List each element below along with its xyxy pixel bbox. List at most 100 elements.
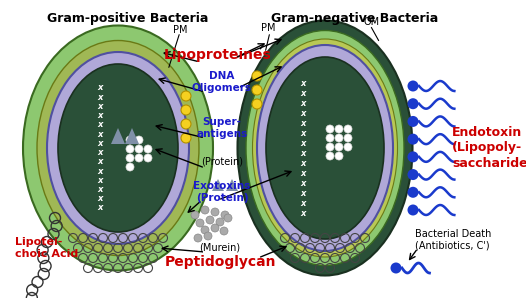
- Text: PM: PM: [173, 25, 187, 35]
- Circle shape: [181, 119, 191, 129]
- Text: x: x: [97, 157, 103, 166]
- Circle shape: [408, 204, 419, 215]
- Text: x: x: [97, 194, 103, 203]
- Text: Lipotei-
choic Acid: Lipotei- choic Acid: [15, 237, 78, 259]
- Ellipse shape: [246, 30, 404, 266]
- Text: x: x: [97, 167, 103, 176]
- Circle shape: [326, 125, 334, 133]
- Text: x: x: [300, 89, 306, 97]
- Text: Lipoproteines: Lipoproteines: [164, 48, 272, 62]
- Text: x: x: [97, 120, 103, 129]
- Circle shape: [408, 98, 419, 109]
- Ellipse shape: [37, 41, 199, 255]
- Circle shape: [211, 224, 219, 232]
- Text: x: x: [97, 148, 103, 157]
- Polygon shape: [212, 179, 224, 191]
- Text: x: x: [300, 108, 306, 117]
- Text: x: x: [97, 176, 103, 185]
- Text: x: x: [300, 99, 306, 108]
- Text: x: x: [97, 204, 103, 212]
- Text: DNA
Oligomers: DNA Oligomers: [192, 71, 252, 93]
- Circle shape: [344, 143, 352, 151]
- Text: x: x: [97, 139, 103, 148]
- Circle shape: [201, 206, 209, 214]
- Circle shape: [211, 208, 219, 216]
- Circle shape: [344, 125, 352, 133]
- Circle shape: [335, 125, 343, 133]
- Text: x: x: [97, 185, 103, 194]
- Circle shape: [335, 143, 343, 151]
- Circle shape: [181, 133, 191, 143]
- Text: Super-
antigens: Super- antigens: [196, 117, 248, 139]
- Text: x: x: [300, 139, 306, 148]
- Circle shape: [144, 145, 152, 153]
- Text: OM: OM: [364, 17, 380, 27]
- Text: x: x: [300, 78, 306, 88]
- Circle shape: [408, 169, 419, 180]
- Text: x: x: [300, 209, 306, 218]
- Circle shape: [344, 134, 352, 142]
- Circle shape: [408, 80, 419, 91]
- Ellipse shape: [23, 26, 213, 271]
- Circle shape: [201, 226, 209, 234]
- Circle shape: [335, 152, 343, 160]
- Circle shape: [408, 151, 419, 162]
- Polygon shape: [125, 128, 139, 144]
- Text: x: x: [300, 189, 306, 198]
- Text: Exotoxins
(Protein): Exotoxins (Protein): [194, 181, 250, 203]
- Text: x: x: [300, 128, 306, 137]
- Text: x: x: [300, 179, 306, 187]
- Circle shape: [194, 234, 202, 242]
- Ellipse shape: [266, 57, 384, 239]
- Ellipse shape: [238, 21, 412, 275]
- Text: x: x: [300, 119, 306, 128]
- Circle shape: [196, 219, 204, 227]
- Circle shape: [216, 218, 224, 226]
- Ellipse shape: [252, 39, 398, 257]
- Text: x: x: [300, 168, 306, 178]
- Text: Endotoxin
(Lipopoly-
saccharide): Endotoxin (Lipopoly- saccharide): [452, 126, 526, 170]
- Circle shape: [135, 154, 143, 162]
- Text: Peptidoglycan: Peptidoglycan: [164, 255, 276, 269]
- Circle shape: [206, 216, 214, 224]
- Circle shape: [135, 145, 143, 153]
- Text: x: x: [97, 111, 103, 120]
- Circle shape: [144, 154, 152, 162]
- Circle shape: [181, 105, 191, 115]
- Circle shape: [126, 145, 134, 153]
- Circle shape: [326, 152, 334, 160]
- Text: x: x: [300, 159, 306, 167]
- Circle shape: [326, 143, 334, 151]
- Circle shape: [126, 136, 134, 144]
- Text: Gram-negative Bacteria: Gram-negative Bacteria: [271, 12, 439, 25]
- Circle shape: [335, 134, 343, 142]
- Ellipse shape: [58, 64, 178, 232]
- Circle shape: [252, 85, 262, 95]
- Circle shape: [252, 71, 262, 81]
- Circle shape: [326, 134, 334, 142]
- Circle shape: [408, 134, 419, 145]
- Circle shape: [181, 91, 191, 101]
- Circle shape: [191, 211, 199, 219]
- Circle shape: [252, 99, 262, 109]
- Text: x: x: [300, 148, 306, 158]
- Text: x: x: [97, 93, 103, 102]
- Circle shape: [126, 154, 134, 162]
- Polygon shape: [226, 179, 238, 191]
- Ellipse shape: [47, 52, 189, 244]
- Text: x: x: [97, 102, 103, 111]
- Text: Bacterial Death
(Antibiotics, C'): Bacterial Death (Antibiotics, C'): [415, 229, 491, 251]
- Text: x: x: [97, 130, 103, 139]
- Circle shape: [390, 263, 401, 274]
- Circle shape: [220, 227, 228, 235]
- Circle shape: [126, 163, 134, 171]
- Circle shape: [408, 187, 419, 198]
- Text: x: x: [97, 83, 103, 92]
- Ellipse shape: [257, 45, 393, 251]
- Circle shape: [135, 136, 143, 144]
- Circle shape: [408, 116, 419, 127]
- Text: Gram-positive Bacteria: Gram-positive Bacteria: [47, 12, 209, 25]
- Text: (Murein): (Murein): [199, 242, 240, 252]
- Text: (Protein): (Protein): [201, 157, 243, 167]
- Polygon shape: [111, 128, 125, 144]
